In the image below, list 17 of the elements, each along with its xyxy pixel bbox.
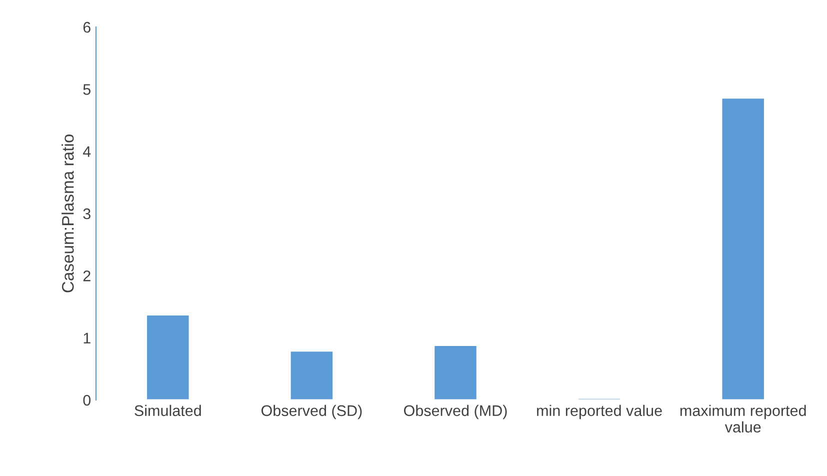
bar (146, 314, 190, 400)
y-axis-title: Caseum:Plasma ratio (62, 134, 74, 292)
y-tick-label: 1 (84, 332, 90, 344)
bar (720, 97, 766, 400)
y-tick-label: 5 (83, 84, 90, 95)
x-tick-label: Simulated (134, 404, 201, 416)
bar (433, 344, 478, 400)
y-tick-label: 0 (83, 394, 91, 406)
x-tick-label: min reported value (537, 404, 662, 420)
y-tick-label: 6 (83, 22, 90, 33)
y-tick-label: 4 (82, 146, 91, 157)
y-tick-label: 2 (83, 270, 90, 282)
x-tick-label: Observed (MD) (404, 404, 507, 420)
x-tick-label: maximum reported value (680, 404, 806, 433)
y-tick-label: 3 (83, 208, 90, 220)
x-tick-label: Observed (SD) (261, 404, 362, 420)
bar (289, 350, 334, 400)
